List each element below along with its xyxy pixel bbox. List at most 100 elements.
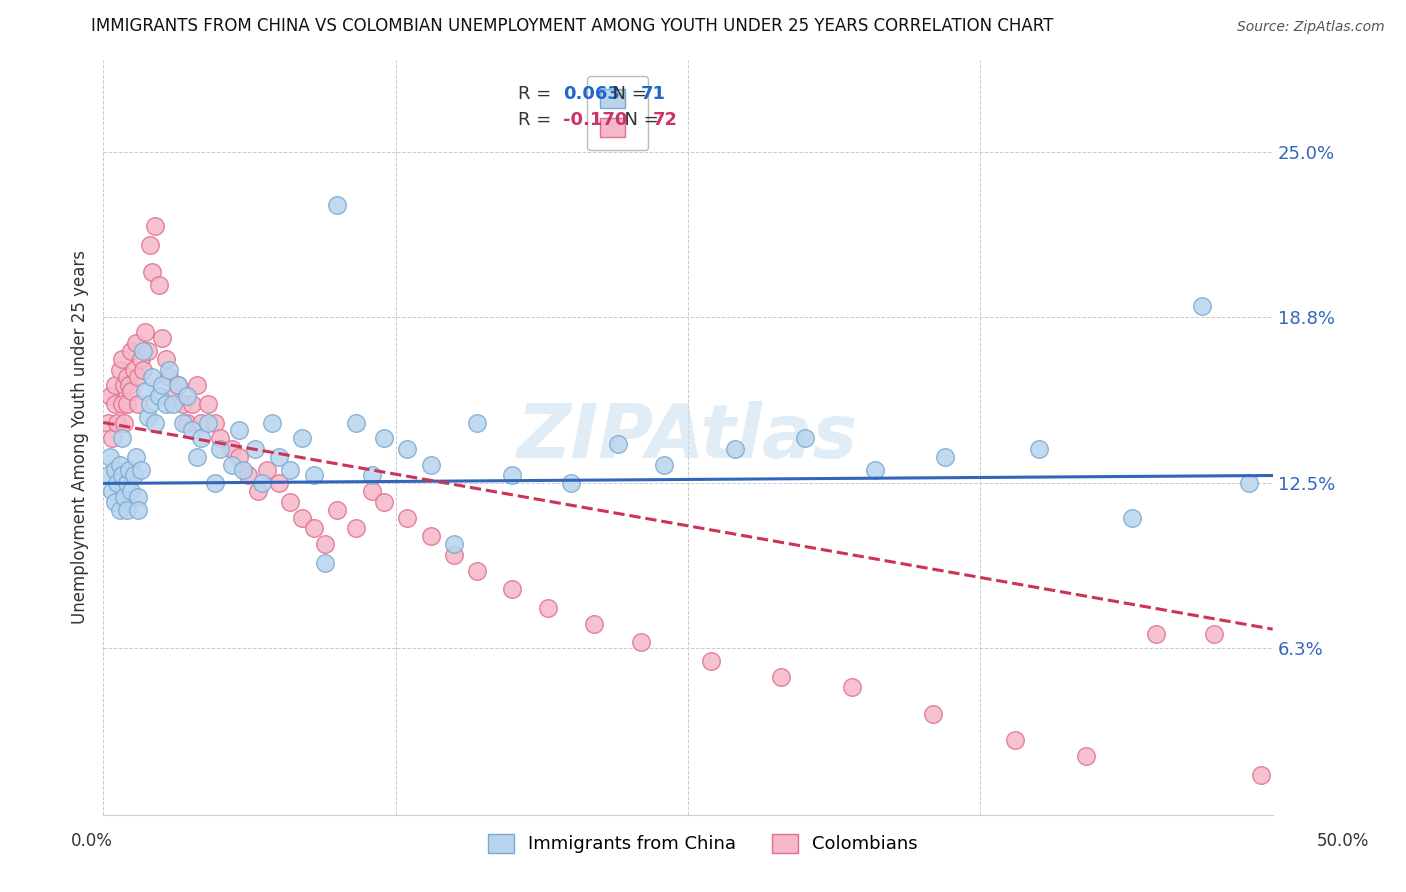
- Text: 0.0%: 0.0%: [70, 831, 112, 849]
- Point: [256, 463, 278, 477]
- Point: [443, 537, 465, 551]
- Point: [302, 521, 325, 535]
- Point: [104, 378, 127, 392]
- Point: [186, 378, 208, 392]
- Point: [246, 484, 269, 499]
- Point: [1191, 299, 1213, 313]
- Point: [228, 450, 250, 464]
- Text: N =: N =: [613, 111, 665, 129]
- Point: [344, 416, 367, 430]
- Point: [606, 436, 628, 450]
- Point: [232, 463, 254, 477]
- Point: [122, 468, 145, 483]
- Point: [167, 378, 190, 392]
- Point: [934, 450, 956, 464]
- Point: [155, 351, 177, 366]
- Point: [120, 384, 142, 398]
- Point: [501, 468, 523, 483]
- Point: [326, 503, 349, 517]
- Text: R =: R =: [519, 111, 557, 129]
- Point: [150, 378, 173, 392]
- Point: [361, 484, 384, 499]
- Point: [162, 389, 184, 403]
- Point: [155, 397, 177, 411]
- Point: [127, 503, 149, 517]
- Point: [190, 416, 212, 430]
- Point: [98, 450, 121, 464]
- Point: [267, 450, 290, 464]
- Point: [141, 264, 163, 278]
- Point: [104, 397, 127, 411]
- Point: [197, 397, 219, 411]
- Point: [630, 635, 652, 649]
- Point: [104, 495, 127, 509]
- Point: [197, 416, 219, 430]
- Point: [291, 511, 314, 525]
- Point: [118, 463, 141, 477]
- Point: [1074, 749, 1097, 764]
- Point: [373, 431, 395, 445]
- Point: [314, 537, 336, 551]
- Text: 72: 72: [652, 111, 678, 129]
- Point: [112, 416, 135, 430]
- Point: [157, 362, 180, 376]
- Point: [302, 468, 325, 483]
- Point: [148, 277, 170, 292]
- Text: ZIPAtlas: ZIPAtlas: [517, 401, 859, 474]
- Point: [143, 416, 166, 430]
- Point: [922, 706, 945, 721]
- Point: [101, 484, 124, 499]
- Point: [700, 654, 723, 668]
- Point: [111, 468, 134, 483]
- Point: [98, 389, 121, 403]
- Point: [467, 416, 489, 430]
- Point: [129, 463, 152, 477]
- Point: [291, 431, 314, 445]
- Legend: Immigrants from China, Colombians: Immigrants from China, Colombians: [481, 826, 925, 861]
- Text: -0.170: -0.170: [562, 111, 627, 129]
- Point: [162, 397, 184, 411]
- Point: [101, 431, 124, 445]
- Point: [396, 511, 419, 525]
- Point: [260, 416, 283, 430]
- Point: [118, 378, 141, 392]
- Point: [770, 670, 793, 684]
- Text: Source: ZipAtlas.com: Source: ZipAtlas.com: [1237, 21, 1385, 34]
- Point: [148, 389, 170, 403]
- Point: [143, 219, 166, 234]
- Point: [97, 468, 120, 483]
- Point: [250, 476, 273, 491]
- Point: [204, 416, 226, 430]
- Point: [141, 370, 163, 384]
- Point: [793, 431, 815, 445]
- Point: [108, 458, 131, 472]
- Text: R =: R =: [519, 85, 557, 103]
- Point: [115, 503, 138, 517]
- Point: [501, 582, 523, 597]
- Point: [841, 681, 863, 695]
- Point: [127, 490, 149, 504]
- Point: [1144, 627, 1167, 641]
- Point: [267, 476, 290, 491]
- Point: [127, 397, 149, 411]
- Point: [111, 431, 134, 445]
- Point: [344, 521, 367, 535]
- Point: [373, 495, 395, 509]
- Point: [108, 362, 131, 376]
- Point: [361, 468, 384, 483]
- Point: [139, 397, 162, 411]
- Point: [132, 362, 155, 376]
- Point: [105, 416, 128, 430]
- Point: [190, 431, 212, 445]
- Point: [136, 343, 159, 358]
- Point: [157, 370, 180, 384]
- Point: [204, 476, 226, 491]
- Point: [278, 495, 301, 509]
- Point: [209, 442, 232, 456]
- Point: [314, 556, 336, 570]
- Text: 0.063: 0.063: [562, 85, 620, 103]
- Point: [122, 362, 145, 376]
- Point: [111, 351, 134, 366]
- Point: [419, 458, 441, 472]
- Text: IMMIGRANTS FROM CHINA VS COLOMBIAN UNEMPLOYMENT AMONG YOUTH UNDER 25 YEARS CORRE: IMMIGRANTS FROM CHINA VS COLOMBIAN UNEMP…: [91, 17, 1053, 35]
